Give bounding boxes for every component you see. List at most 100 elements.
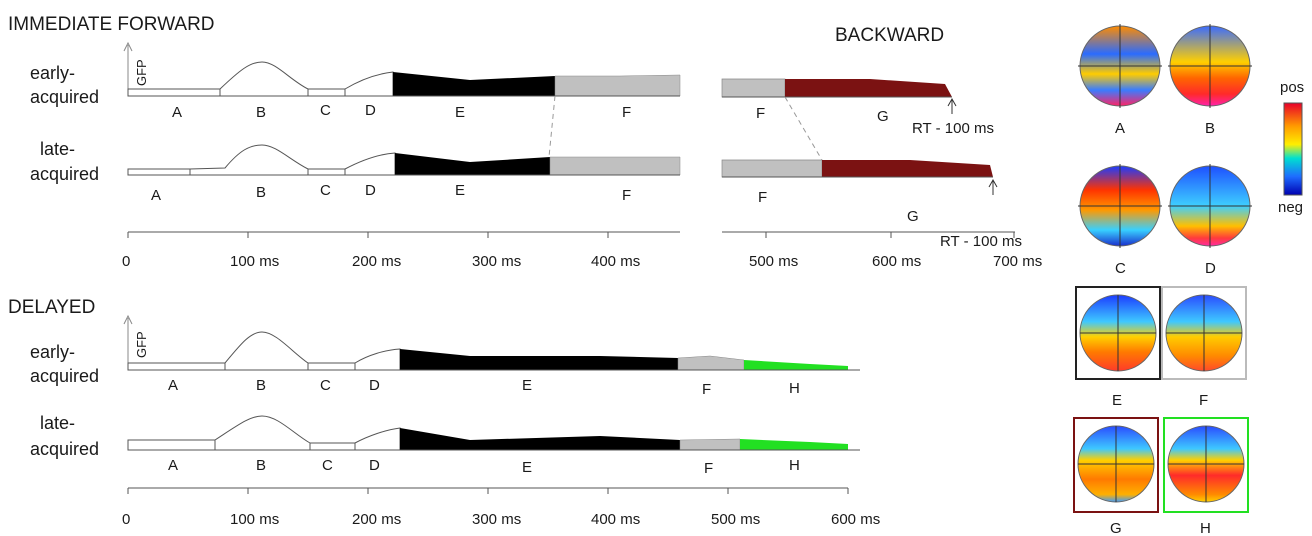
svg-text:D: D <box>365 182 376 199</box>
svg-text:early-: early- <box>30 342 75 362</box>
section-title-delayed: DELAYED <box>8 297 95 318</box>
svg-text:E: E <box>1112 392 1122 409</box>
rt-label-backward-early: RT - 100 ms <box>912 120 994 137</box>
svg-text:300 ms: 300 ms <box>472 511 521 528</box>
topo-map-c: C <box>1078 164 1162 277</box>
color-scale: pos neg <box>1278 79 1304 216</box>
svg-text:200 ms: 200 ms <box>352 253 401 270</box>
segment-labels-delayed-early: A B C D E F H <box>168 377 800 398</box>
svg-text:H: H <box>789 380 800 397</box>
svg-text:300 ms: 300 ms <box>472 253 521 270</box>
topo-map-e: E <box>1075 286 1161 409</box>
svg-text:B: B <box>256 457 266 474</box>
svg-text:200 ms: 200 ms <box>352 511 401 528</box>
svg-text:C: C <box>322 457 333 474</box>
gfp-trace-immediate-early <box>127 61 681 97</box>
svg-text:A: A <box>151 187 161 204</box>
svg-text:F: F <box>702 381 711 398</box>
svg-text:F: F <box>622 104 631 121</box>
svg-text:C: C <box>320 377 331 394</box>
svg-text:F: F <box>756 105 765 122</box>
rt-arrow-backward-late <box>988 178 998 195</box>
row-label-delayed-late: late- acquired <box>30 413 99 459</box>
row-label-delayed-early: early- acquired <box>30 342 99 386</box>
svg-text:0: 0 <box>122 511 130 528</box>
svg-text:F: F <box>758 189 767 206</box>
svg-text:G: G <box>907 208 919 225</box>
svg-text:F: F <box>1199 392 1208 409</box>
segment-labels-backward-early: F G <box>756 105 889 125</box>
svg-text:E: E <box>455 104 465 121</box>
gfp-axis-delayed: GFP <box>123 314 149 370</box>
svg-text:400 ms: 400 ms <box>591 253 640 270</box>
svg-text:D: D <box>1205 260 1216 277</box>
row-label-immediate-early: early- acquired <box>30 63 99 107</box>
svg-text:A: A <box>172 104 182 121</box>
topo-map-f: F <box>1161 286 1247 409</box>
svg-text:A: A <box>168 377 178 394</box>
row-label-immediate-late: late- acquired <box>30 139 99 184</box>
section-title-backward: BACKWARD <box>835 25 944 46</box>
segment-labels-immediate-late: A B C D E F <box>151 182 631 204</box>
svg-text:B: B <box>256 104 266 121</box>
svg-text:400 ms: 400 ms <box>591 511 640 528</box>
topo-map-d: D <box>1168 164 1252 277</box>
svg-text:E: E <box>522 377 532 394</box>
svg-text:B: B <box>256 377 266 394</box>
section-title-immediate-forward: IMMEDIATE FORWARD <box>8 14 215 35</box>
svg-text:B: B <box>256 184 266 201</box>
gfp-label-delayed: GFP <box>134 331 149 358</box>
svg-text:100 ms: 100 ms <box>230 511 279 528</box>
connector-backward-f-g <box>784 96 823 161</box>
svg-text:acquired: acquired <box>30 366 99 386</box>
gfp-trace-immediate-late <box>127 144 681 176</box>
svg-text:C: C <box>1115 260 1126 277</box>
svg-text:A: A <box>1115 120 1125 137</box>
topo-map-a: A <box>1078 24 1162 137</box>
svg-text:early-: early- <box>30 63 75 83</box>
time-axis-immediate-forward: 0 100 ms 200 ms 300 ms 400 ms <box>122 231 680 270</box>
svg-text:700 ms: 700 ms <box>993 253 1042 270</box>
topo-map-h: H <box>1163 417 1249 536</box>
svg-text:D: D <box>369 457 380 474</box>
gfp-trace-delayed-early <box>127 331 860 371</box>
segment-labels-delayed-late: A B C D E F H <box>168 457 800 477</box>
svg-text:500 ms: 500 ms <box>749 253 798 270</box>
svg-text:acquired: acquired <box>30 87 99 107</box>
svg-text:C: C <box>320 182 331 199</box>
svg-text:F: F <box>622 187 631 204</box>
rt-label-backward-late: RT - 100 ms <box>940 233 1022 250</box>
svg-text:D: D <box>369 377 380 394</box>
svg-text:600 ms: 600 ms <box>872 253 921 270</box>
svg-text:D: D <box>365 102 376 119</box>
svg-text:G: G <box>877 108 889 125</box>
time-axis-delayed: 0 100 ms 200 ms 300 ms 400 ms 500 ms 600… <box>122 487 880 528</box>
svg-text:late-: late- <box>40 139 75 159</box>
svg-text:late-: late- <box>40 413 75 433</box>
gfp-trace-delayed-late <box>127 415 860 451</box>
svg-text:E: E <box>522 459 532 476</box>
svg-text:600 ms: 600 ms <box>831 511 880 528</box>
gfp-trace-backward-late <box>721 159 993 178</box>
scale-pos-label: pos <box>1280 79 1304 96</box>
scale-neg-label: neg <box>1278 199 1303 216</box>
time-axis-backward: 500 ms 600 ms 700 ms <box>722 231 1042 270</box>
svg-text:C: C <box>320 102 331 119</box>
connector-forward-e-f <box>548 95 556 158</box>
svg-text:H: H <box>789 457 800 474</box>
topo-map-g: G <box>1073 417 1159 536</box>
gfp-label-immediate: GFP <box>134 59 149 86</box>
svg-text:G: G <box>1110 520 1122 536</box>
gfp-trace-backward-early <box>721 78 952 98</box>
segment-labels-backward-late: F G <box>758 189 919 225</box>
rt-arrow-backward-early <box>947 97 957 114</box>
gfp-axis-immediate: GFP <box>123 41 149 95</box>
svg-text:0: 0 <box>122 253 130 270</box>
svg-text:E: E <box>455 182 465 199</box>
svg-text:100 ms: 100 ms <box>230 253 279 270</box>
svg-text:B: B <box>1205 120 1215 137</box>
svg-text:acquired: acquired <box>30 439 99 459</box>
svg-text:H: H <box>1200 520 1211 536</box>
svg-text:500 ms: 500 ms <box>711 511 760 528</box>
